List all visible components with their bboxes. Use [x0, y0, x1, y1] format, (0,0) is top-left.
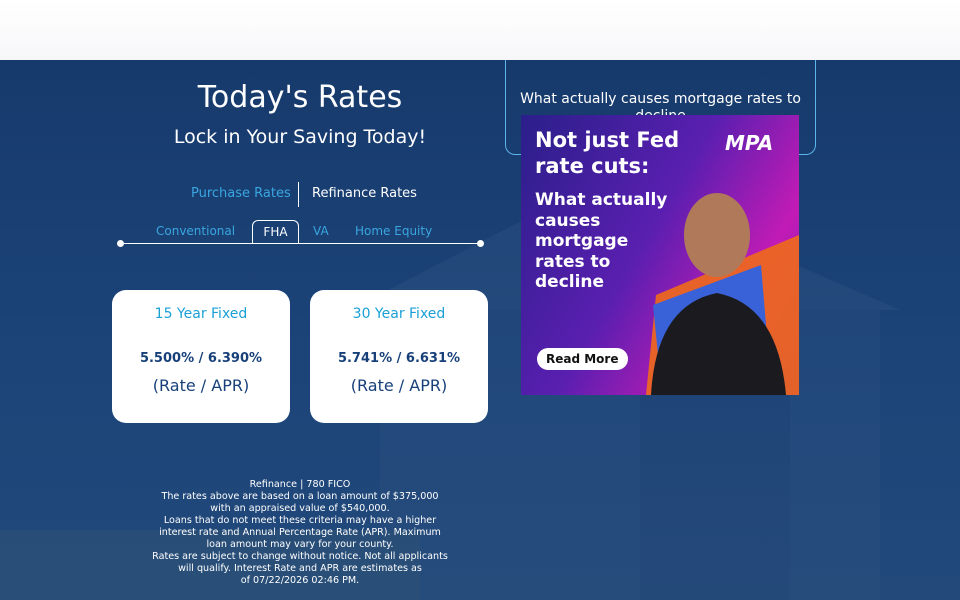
ad-subhead-line: mortgage — [535, 231, 629, 251]
rule-dot — [477, 240, 484, 247]
rate-card: 30 Year Fixed 5.741% / 6.631% (Rate / AP… — [310, 290, 488, 423]
ad-headline-line: Not just Fed — [535, 128, 680, 152]
card-term: 30 Year Fixed — [352, 306, 446, 322]
loan-type-tab[interactable]: VA — [313, 224, 329, 238]
card-label: (Rate / APR) — [152, 376, 250, 395]
ad-art — [646, 193, 799, 395]
disclaimer-line: with an appraised value of $540,000. — [210, 503, 390, 514]
ad-brand: MPA — [725, 131, 774, 155]
rule-dot — [117, 240, 124, 247]
disclaimer: Refinance | 780 FICO The rates above are … — [100, 479, 500, 587]
disclaimer-line: interest rate and Annual Percentage Rate… — [159, 527, 441, 538]
loan-type-tab[interactable]: Home Equity — [355, 224, 433, 238]
card-term: 15 Year Fixed — [154, 306, 248, 322]
card-rate: 5.741% / 6.631% — [337, 351, 461, 366]
disclaimer-line: The rates above are based on a loan amou… — [161, 491, 439, 502]
top-bar — [0, 0, 960, 60]
disclaimer-line: loan amount may vary for your county. — [206, 539, 394, 550]
ad-banner[interactable]: MPA Read More Not just Fed rate cuts: What… — [521, 115, 799, 395]
tab-rule — [120, 243, 480, 244]
rate-card: 15 Year Fixed 5.500% / 6.390% (Rate / AP… — [112, 290, 290, 423]
disclaimer-line: Refinance | 780 FICO — [249, 479, 351, 490]
card-label: (Rate / APR) — [350, 376, 448, 395]
loan-type-tab[interactable]: Conventional — [156, 224, 236, 238]
tab[interactable]: Refinance Rates — [312, 186, 417, 201]
ad-subhead-line: What actually — [535, 190, 668, 210]
disclaimer-line: Rates are subject to change without noti… — [152, 551, 448, 562]
ad-subhead-line: decline — [535, 272, 605, 292]
rates-title: Today's Rates — [197, 80, 403, 115]
tab-divider — [298, 182, 299, 207]
rates-subtitle: Lock in Your Saving Today! — [173, 126, 427, 148]
ad-button[interactable]: Read More — [537, 348, 628, 370]
tab[interactable]: Purchase Rates — [191, 186, 291, 201]
disclaimer-line: Loans that do not meet these criteria ma… — [163, 515, 437, 526]
ad-subhead-line: rates to — [535, 251, 611, 272]
ad-headline-line: rate cuts: — [535, 154, 650, 178]
ad-subhead-line: causes — [535, 210, 601, 231]
disclaimer-line: of 07/22/2026 02:46 PM. — [240, 575, 360, 586]
disclaimer-line: will qualify. Interest Rate and APR are … — [178, 563, 422, 574]
loan-type-tab-active[interactable]: FHA — [252, 220, 299, 244]
card-rate: 5.500% / 6.390% — [139, 351, 263, 366]
